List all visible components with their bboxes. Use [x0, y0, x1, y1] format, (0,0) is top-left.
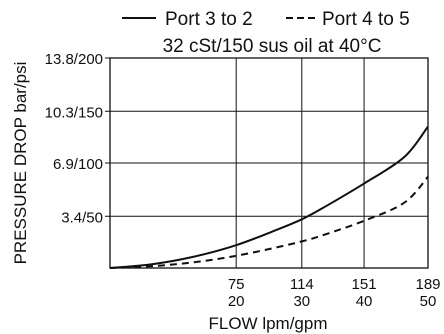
- x-tick-label-secondary: 20: [228, 293, 245, 310]
- legend-label-series-2: Port 4 to 5: [322, 9, 410, 30]
- series-lines: [109, 125, 429, 269]
- x-tick-label-primary: 189: [415, 276, 440, 293]
- y-tick-label: 10.3/150: [45, 104, 103, 121]
- legend-label-series-1: Port 3 to 2: [165, 9, 253, 30]
- x-tick-label-primary: 75: [228, 276, 245, 293]
- series-line-2: [109, 176, 429, 269]
- y-tick-label: 13.8/200: [45, 51, 103, 68]
- chart-subtitle: 32 cSt/150 sus oil at 40°C: [163, 36, 382, 57]
- y-axis-label: PRESSURE DROP bar/psi: [11, 62, 30, 265]
- x-tick-label-primary: 114: [290, 276, 314, 293]
- legend: Port 3 to 2 Port 4 to 5: [122, 9, 410, 30]
- y-tick-label: 3.4/50: [61, 209, 103, 226]
- x-tick-label-primary: 151: [352, 276, 377, 293]
- grid: [110, 58, 428, 268]
- x-axis-label: FLOW lpm/gpm: [208, 314, 327, 333]
- x-tick-label-secondary: 30: [293, 293, 310, 310]
- series-line-1: [109, 125, 429, 269]
- x-tick-label-secondary: 50: [420, 293, 437, 310]
- x-tick-label-secondary: 40: [356, 293, 373, 310]
- y-tick-label: 6.9/100: [53, 156, 103, 173]
- y-axis-ticks: 3.4/50 6.9/100 10.3/150 13.8/200: [45, 51, 110, 226]
